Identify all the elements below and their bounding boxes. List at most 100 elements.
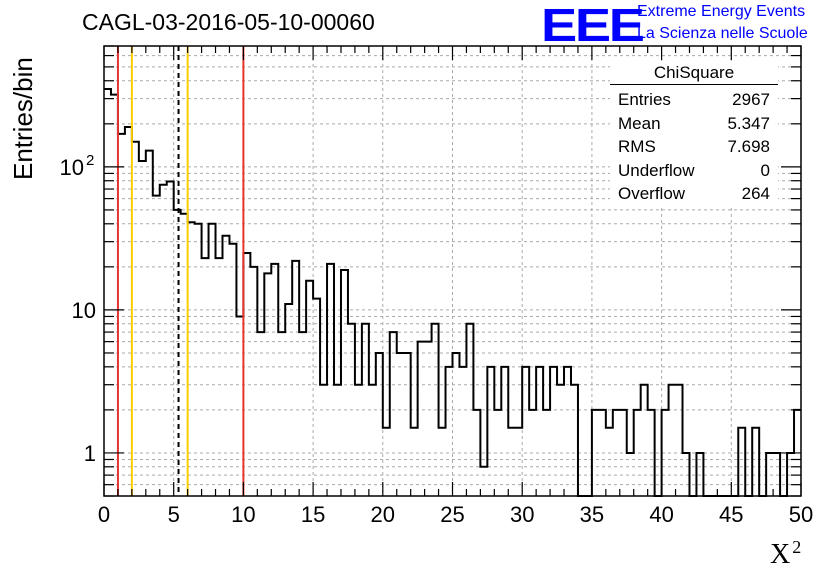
y-axis-label: Entries/bin (8, 57, 38, 180)
histogram-bin (397, 353, 404, 496)
stats-row-mean: Mean 5.347 (610, 112, 778, 136)
stats-box: ChiSquare Entries 2967 Mean 5.347 RMS 7.698… (610, 62, 778, 206)
histogram-bin (376, 353, 383, 496)
x-tick-label: 40 (649, 502, 673, 527)
histogram-bin (480, 467, 487, 496)
logo-line-2: La Scienza nelle Scuole (637, 25, 808, 42)
histogram-outline (104, 88, 801, 497)
histogram-bin (418, 342, 425, 496)
histogram-bin (188, 222, 195, 496)
histogram-bin (696, 453, 703, 496)
histogram-bin (264, 273, 271, 496)
x-tick-label: 20 (371, 502, 395, 527)
histogram-bin (473, 410, 480, 496)
stats-value: 5.347 (727, 113, 770, 133)
histogram-bin (446, 367, 453, 496)
histogram-bin (627, 453, 634, 496)
stats-label: Underflow (618, 160, 695, 180)
histogram-bin (738, 428, 745, 496)
plot-title: CAGL-03-2016-05-10-00060 (82, 9, 375, 35)
histogram-bin (222, 236, 229, 496)
stats-label: RMS (618, 137, 656, 156)
histogram-bin (334, 385, 341, 496)
histogram-bin (634, 410, 641, 496)
histogram-bin (592, 410, 599, 496)
x-tick-label: 50 (789, 502, 813, 527)
y-tick-label: 10 (72, 298, 96, 323)
histogram-bin (620, 410, 627, 496)
histogram-bin (432, 324, 439, 496)
histogram-bin (453, 353, 460, 496)
histogram-bin (683, 453, 690, 496)
histogram-bin (153, 196, 160, 496)
histogram-bin (648, 410, 655, 496)
histogram-bin (529, 410, 536, 496)
histogram-bin (104, 89, 111, 496)
histogram-bin (425, 342, 432, 496)
y-tick-label: 1 (84, 441, 96, 466)
stats-label: Mean (618, 113, 661, 133)
logo-line-1: Extreme Energy Events (637, 3, 806, 20)
histogram-bin (550, 367, 557, 496)
histogram-bin (494, 410, 501, 496)
histogram-bin (118, 134, 125, 496)
histogram-bin (522, 367, 529, 496)
histogram-bin (320, 385, 327, 496)
histogram-bin (132, 142, 139, 496)
x-tick-label: 0 (98, 502, 110, 527)
x-tick-label: 25 (440, 502, 464, 527)
histogram-bin (243, 253, 250, 496)
histogram-bin (383, 428, 390, 496)
histogram-bin (229, 244, 236, 496)
histogram-bin (411, 428, 418, 496)
x-axis-label-superscript: 2 (792, 537, 802, 557)
histogram-bin (515, 428, 522, 496)
histogram-bin (327, 264, 334, 496)
histogram-bin (466, 324, 473, 496)
histogram-bin (341, 270, 348, 496)
histogram-bin (216, 258, 223, 496)
histogram-bin (362, 324, 369, 496)
y-tick-label-superscript: 2 (86, 152, 94, 169)
histogram-bin (613, 410, 620, 496)
histogram-bin (236, 316, 243, 496)
histogram-bin (195, 224, 202, 496)
histogram-bin (160, 185, 167, 496)
x-tick-label: 30 (510, 502, 534, 527)
stats-label: Entries (618, 90, 671, 109)
histogram-bin (167, 182, 174, 496)
histogram-bin (355, 385, 362, 496)
x-axis-label-text: X (770, 539, 791, 570)
histogram-bin (292, 261, 299, 496)
histogram-bin (599, 410, 606, 496)
stats-row-overflow: Overflow 264 (610, 182, 778, 206)
histogram-bin (299, 332, 306, 496)
histogram-bin (501, 367, 508, 496)
histogram-bin (669, 385, 676, 496)
x-tick-label: 10 (231, 502, 255, 527)
histogram-bin (348, 324, 355, 496)
x-tick-label: 15 (301, 502, 325, 527)
histogram-bin (606, 428, 613, 496)
histogram-bin (766, 453, 773, 496)
histogram-bin (536, 367, 543, 496)
histogram-bin (662, 410, 669, 496)
histogram-bin (174, 210, 181, 496)
stats-label: Overflow (618, 184, 686, 203)
stats-row-entries: Entries 2967 (610, 88, 778, 112)
histogram-bin (285, 304, 292, 496)
histogram-bin (111, 95, 118, 496)
histogram-bin (313, 299, 320, 496)
histogram-bin (139, 161, 146, 496)
histogram-bin (202, 258, 209, 496)
histogram-bin (641, 385, 648, 496)
histogram-bin (459, 367, 466, 496)
histogram-bin (209, 224, 216, 496)
histogram-bin (278, 332, 285, 496)
stats-value: 0 (760, 160, 770, 180)
histogram-bin (181, 214, 188, 496)
histogram-bin (369, 385, 376, 496)
histogram-bin (125, 127, 132, 496)
